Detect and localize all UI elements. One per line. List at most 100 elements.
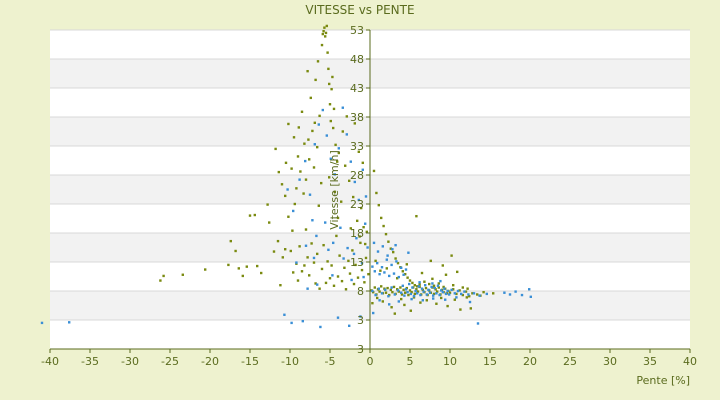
- data-point: [348, 324, 351, 327]
- data-point: [300, 110, 304, 113]
- x-tick-label: -30: [121, 355, 139, 368]
- data-point: [448, 293, 451, 296]
- data-point: [333, 173, 336, 176]
- data-point: [330, 87, 333, 91]
- data-point: [458, 289, 461, 292]
- data-point: [456, 289, 460, 293]
- data-point: [452, 288, 455, 291]
- data-point: [456, 270, 459, 274]
- data-point: [277, 170, 280, 174]
- data-point: [159, 279, 162, 282]
- data-point: [336, 316, 340, 319]
- data-point: [290, 321, 293, 325]
- data-point: [337, 151, 340, 155]
- data-point: [393, 312, 396, 315]
- data-point: [400, 293, 404, 296]
- x-tick-label: 25: [563, 355, 577, 368]
- data-point: [314, 78, 317, 82]
- data-point: [453, 292, 456, 295]
- data-point: [304, 244, 308, 247]
- data-point: [377, 287, 380, 290]
- data-point: [306, 69, 309, 73]
- data-point: [361, 161, 364, 165]
- data-point: [311, 219, 314, 222]
- data-point: [317, 204, 320, 207]
- y-tick-label: 38: [350, 111, 364, 124]
- data-point: [327, 248, 330, 252]
- data-point: [260, 271, 263, 275]
- data-point: [417, 285, 420, 288]
- data-point: [380, 292, 384, 295]
- data-point: [410, 297, 413, 301]
- y-tick-label: 43: [350, 82, 364, 95]
- data-point: [364, 222, 367, 225]
- data-point: [306, 256, 309, 259]
- data-point: [331, 274, 334, 277]
- data-point: [408, 289, 412, 292]
- data-point: [416, 292, 419, 295]
- data-point: [339, 226, 342, 229]
- data-point: [256, 264, 259, 268]
- data-point: [476, 322, 480, 325]
- data-point: [360, 268, 364, 272]
- data-point: [336, 160, 339, 163]
- data-point: [444, 298, 447, 301]
- data-point: [395, 260, 398, 263]
- data-point: [303, 264, 306, 267]
- data-point: [378, 299, 381, 302]
- data-point: [329, 157, 332, 160]
- data-point: [280, 183, 284, 186]
- data-point: [366, 246, 369, 249]
- data-point: [318, 114, 321, 118]
- data-point: [354, 263, 357, 267]
- data-point: [446, 289, 449, 293]
- data-point: [319, 325, 322, 329]
- data-point: [450, 288, 453, 292]
- data-point: [325, 134, 328, 137]
- data-point: [296, 279, 300, 282]
- data-point: [308, 158, 311, 161]
- data-point: [375, 191, 378, 195]
- data-point: [407, 251, 410, 254]
- data-point: [316, 60, 320, 63]
- data-point: [326, 260, 329, 263]
- data-point: [315, 234, 318, 238]
- data-point: [341, 130, 344, 133]
- data-point: [355, 237, 358, 240]
- data-point: [440, 296, 443, 300]
- data-point: [382, 224, 385, 228]
- data-point: [404, 291, 407, 294]
- data-point: [326, 51, 329, 54]
- data-point: [309, 96, 312, 100]
- data-point: [388, 274, 391, 278]
- data-point: [357, 150, 360, 153]
- data-point: [391, 290, 394, 294]
- data-point: [425, 299, 428, 302]
- data-point: [298, 245, 301, 248]
- data-point: [292, 209, 295, 213]
- data-point: [313, 121, 316, 124]
- data-point: [348, 272, 352, 275]
- x-tick-label: -25: [161, 355, 179, 368]
- data-point: [304, 159, 307, 163]
- data-point: [410, 290, 413, 294]
- data-point: [322, 29, 325, 33]
- data-point: [444, 273, 448, 276]
- data-point: [245, 265, 248, 268]
- data-point: [320, 181, 323, 185]
- data-point: [415, 214, 418, 218]
- data-point: [374, 259, 377, 263]
- data-point: [399, 286, 402, 289]
- data-point: [390, 306, 393, 309]
- data-point: [381, 245, 384, 248]
- data-point: [529, 295, 532, 298]
- data-point: [418, 283, 421, 286]
- data-point: [237, 267, 240, 270]
- data-point: [353, 180, 356, 184]
- data-point: [338, 254, 341, 257]
- data-point: [413, 284, 416, 287]
- data-point: [346, 246, 349, 250]
- data-point: [468, 295, 471, 298]
- data-point: [68, 321, 71, 324]
- data-point: [464, 290, 468, 293]
